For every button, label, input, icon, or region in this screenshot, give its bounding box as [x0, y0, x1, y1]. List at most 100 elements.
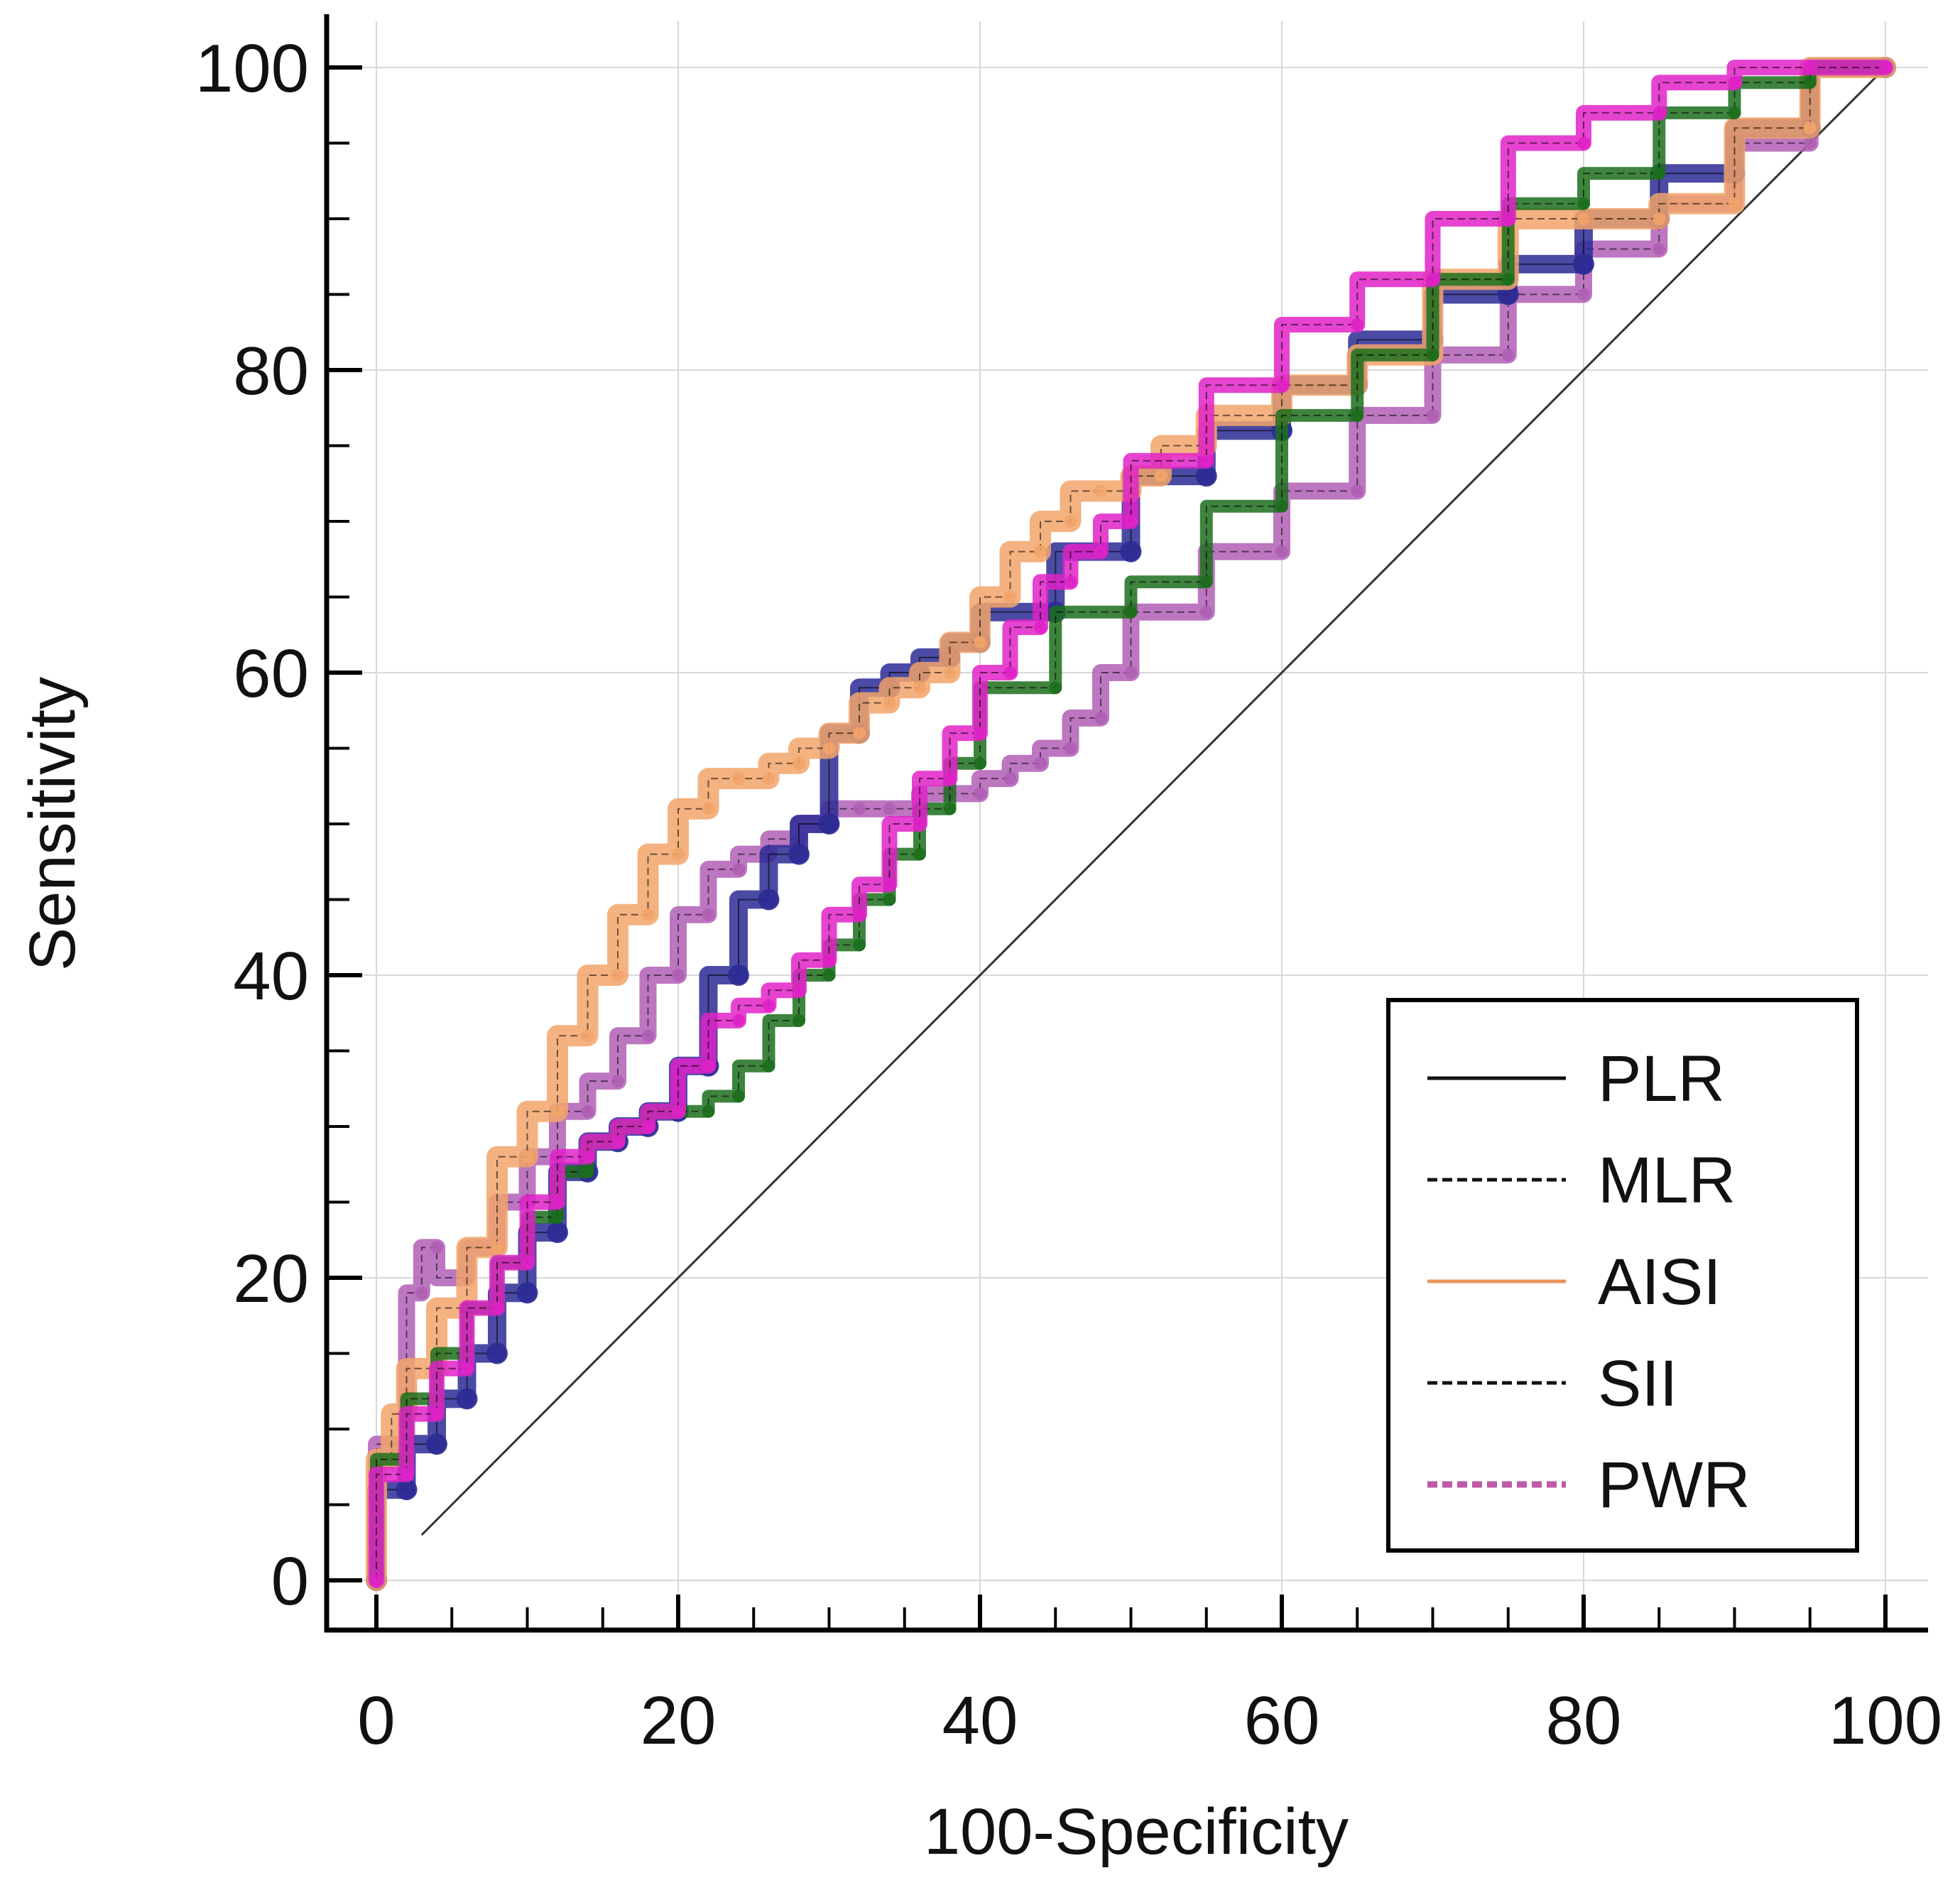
point-plr-13	[758, 889, 780, 911]
point-mlr-31	[1803, 76, 1817, 89]
tick-labels: 0 20 40 60 80 100 0 20 40 60 80 100	[195, 31, 1942, 1759]
point-sii-33	[1653, 242, 1666, 256]
point-plr-4	[486, 1342, 508, 1364]
point-aisi-14	[762, 772, 775, 786]
point-pwr-7	[581, 1150, 594, 1163]
point-pwr-2	[430, 1407, 443, 1421]
point-sii-32	[1577, 288, 1590, 301]
point-mlr-15	[822, 969, 836, 982]
point-pwr-23	[1064, 575, 1077, 589]
point-pwr-31	[1577, 136, 1590, 150]
point-mlr-13	[762, 1059, 775, 1073]
series-pwr	[369, 60, 1893, 1588]
point-sii-2	[415, 1286, 428, 1300]
point-mlr-29	[1653, 167, 1666, 180]
point-sii-10	[641, 1029, 655, 1043]
series-sii	[368, 59, 1894, 1589]
point-aisi-33	[1577, 212, 1590, 225]
point-sii-8	[581, 1104, 594, 1118]
point-mlr-25	[1351, 408, 1364, 422]
point-pwr-20	[974, 727, 986, 740]
point-aisi-35	[1728, 197, 1741, 210]
legend-item-mlr: MLR	[1427, 1144, 1736, 1217]
legend-label-sii: SII	[1598, 1347, 1677, 1420]
point-mlr-20	[974, 756, 986, 770]
reference-diagonal-line	[420, 66, 1887, 1536]
point-mlr-7	[581, 1165, 594, 1178]
point-aisi-20	[943, 666, 957, 679]
y-tick-label-60: 60	[233, 636, 309, 712]
point-aisi-22	[1003, 590, 1017, 604]
point-plr-1	[396, 1479, 418, 1501]
point-pwr-4	[491, 1301, 503, 1315]
legend-label-aisi: AISI	[1598, 1246, 1721, 1318]
x-tick-label-60: 60	[1244, 1683, 1320, 1759]
point-mlr-16	[853, 938, 866, 952]
y-tick-label-40: 40	[233, 938, 309, 1014]
legend-label-pwr: PWR	[1598, 1449, 1751, 1521]
point-aisi-34	[1653, 212, 1666, 225]
point-mlr-30	[1728, 106, 1741, 119]
point-mlr-23	[1199, 575, 1213, 589]
point-sii-31	[1501, 348, 1515, 362]
point-aisi-13	[732, 772, 745, 786]
point-sii-22	[1003, 772, 1017, 786]
point-pwr-0	[370, 1574, 383, 1587]
point-pwr-3	[460, 1362, 474, 1375]
point-aisi-16	[822, 742, 836, 755]
x-tick-label-100: 100	[1829, 1683, 1942, 1759]
point-aisi-8	[581, 1029, 594, 1043]
point-mlr-18	[913, 847, 926, 861]
point-sii-28	[1275, 545, 1288, 558]
legend-item-aisi: AISI	[1427, 1246, 1721, 1318]
legend-item-pwr: PWR	[1427, 1449, 1751, 1521]
point-pwr-33	[1728, 76, 1741, 89]
point-pwr-1	[400, 1467, 413, 1481]
point-pwr-29	[1426, 273, 1439, 286]
point-aisi-23	[1034, 545, 1047, 558]
point-sii-27	[1199, 605, 1213, 619]
point-mlr-27	[1501, 273, 1515, 286]
point-mlr-21	[1049, 681, 1062, 695]
legend-label-mlr: MLR	[1598, 1144, 1736, 1217]
point-aisi-7	[551, 1104, 564, 1118]
point-pwr-24	[1094, 545, 1107, 558]
point-sii-12	[702, 908, 715, 921]
point-pwr-16	[853, 908, 866, 921]
point-mlr-19	[943, 802, 957, 815]
x-tick-label-0: 0	[357, 1683, 395, 1759]
point-plr-3	[456, 1388, 478, 1410]
point-mlr-17	[883, 893, 896, 906]
point-pwr-15	[822, 953, 836, 967]
point-plr-28	[1573, 253, 1594, 275]
y-tick-label-80: 80	[233, 333, 309, 409]
point-mlr-12	[732, 1090, 745, 1103]
point-mlr-28	[1577, 197, 1590, 210]
point-pwr-22	[1034, 621, 1047, 634]
point-mlr-22	[1124, 605, 1138, 619]
legend-label-plr: PLR	[1598, 1043, 1725, 1115]
point-pwr-14	[793, 984, 805, 997]
y-tick-label-0: 0	[271, 1543, 309, 1619]
point-pwr-32	[1653, 106, 1666, 119]
point-aisi-18	[883, 696, 896, 710]
point-pwr-11	[702, 1059, 715, 1073]
point-sii-23	[1034, 756, 1047, 770]
point-aisi-17	[853, 727, 866, 740]
point-pwr-30	[1501, 212, 1515, 225]
point-plr-2	[426, 1433, 447, 1455]
point-pwr-21	[1003, 666, 1017, 679]
point-sii-13	[732, 862, 745, 876]
point-pwr-35	[1879, 61, 1892, 74]
point-sii-24	[1064, 742, 1077, 755]
point-pwr-12	[732, 1014, 745, 1027]
legend: PLR MLR AISI SII PWR	[1386, 998, 1859, 1553]
point-aisi-27	[1155, 469, 1167, 483]
point-plr-12	[728, 965, 749, 986]
point-aisi-36	[1803, 121, 1817, 135]
point-aisi-24	[1064, 515, 1077, 528]
point-sii-29	[1351, 484, 1364, 498]
series-outline-pwr	[376, 67, 1885, 1580]
point-plr-22	[1120, 541, 1142, 563]
